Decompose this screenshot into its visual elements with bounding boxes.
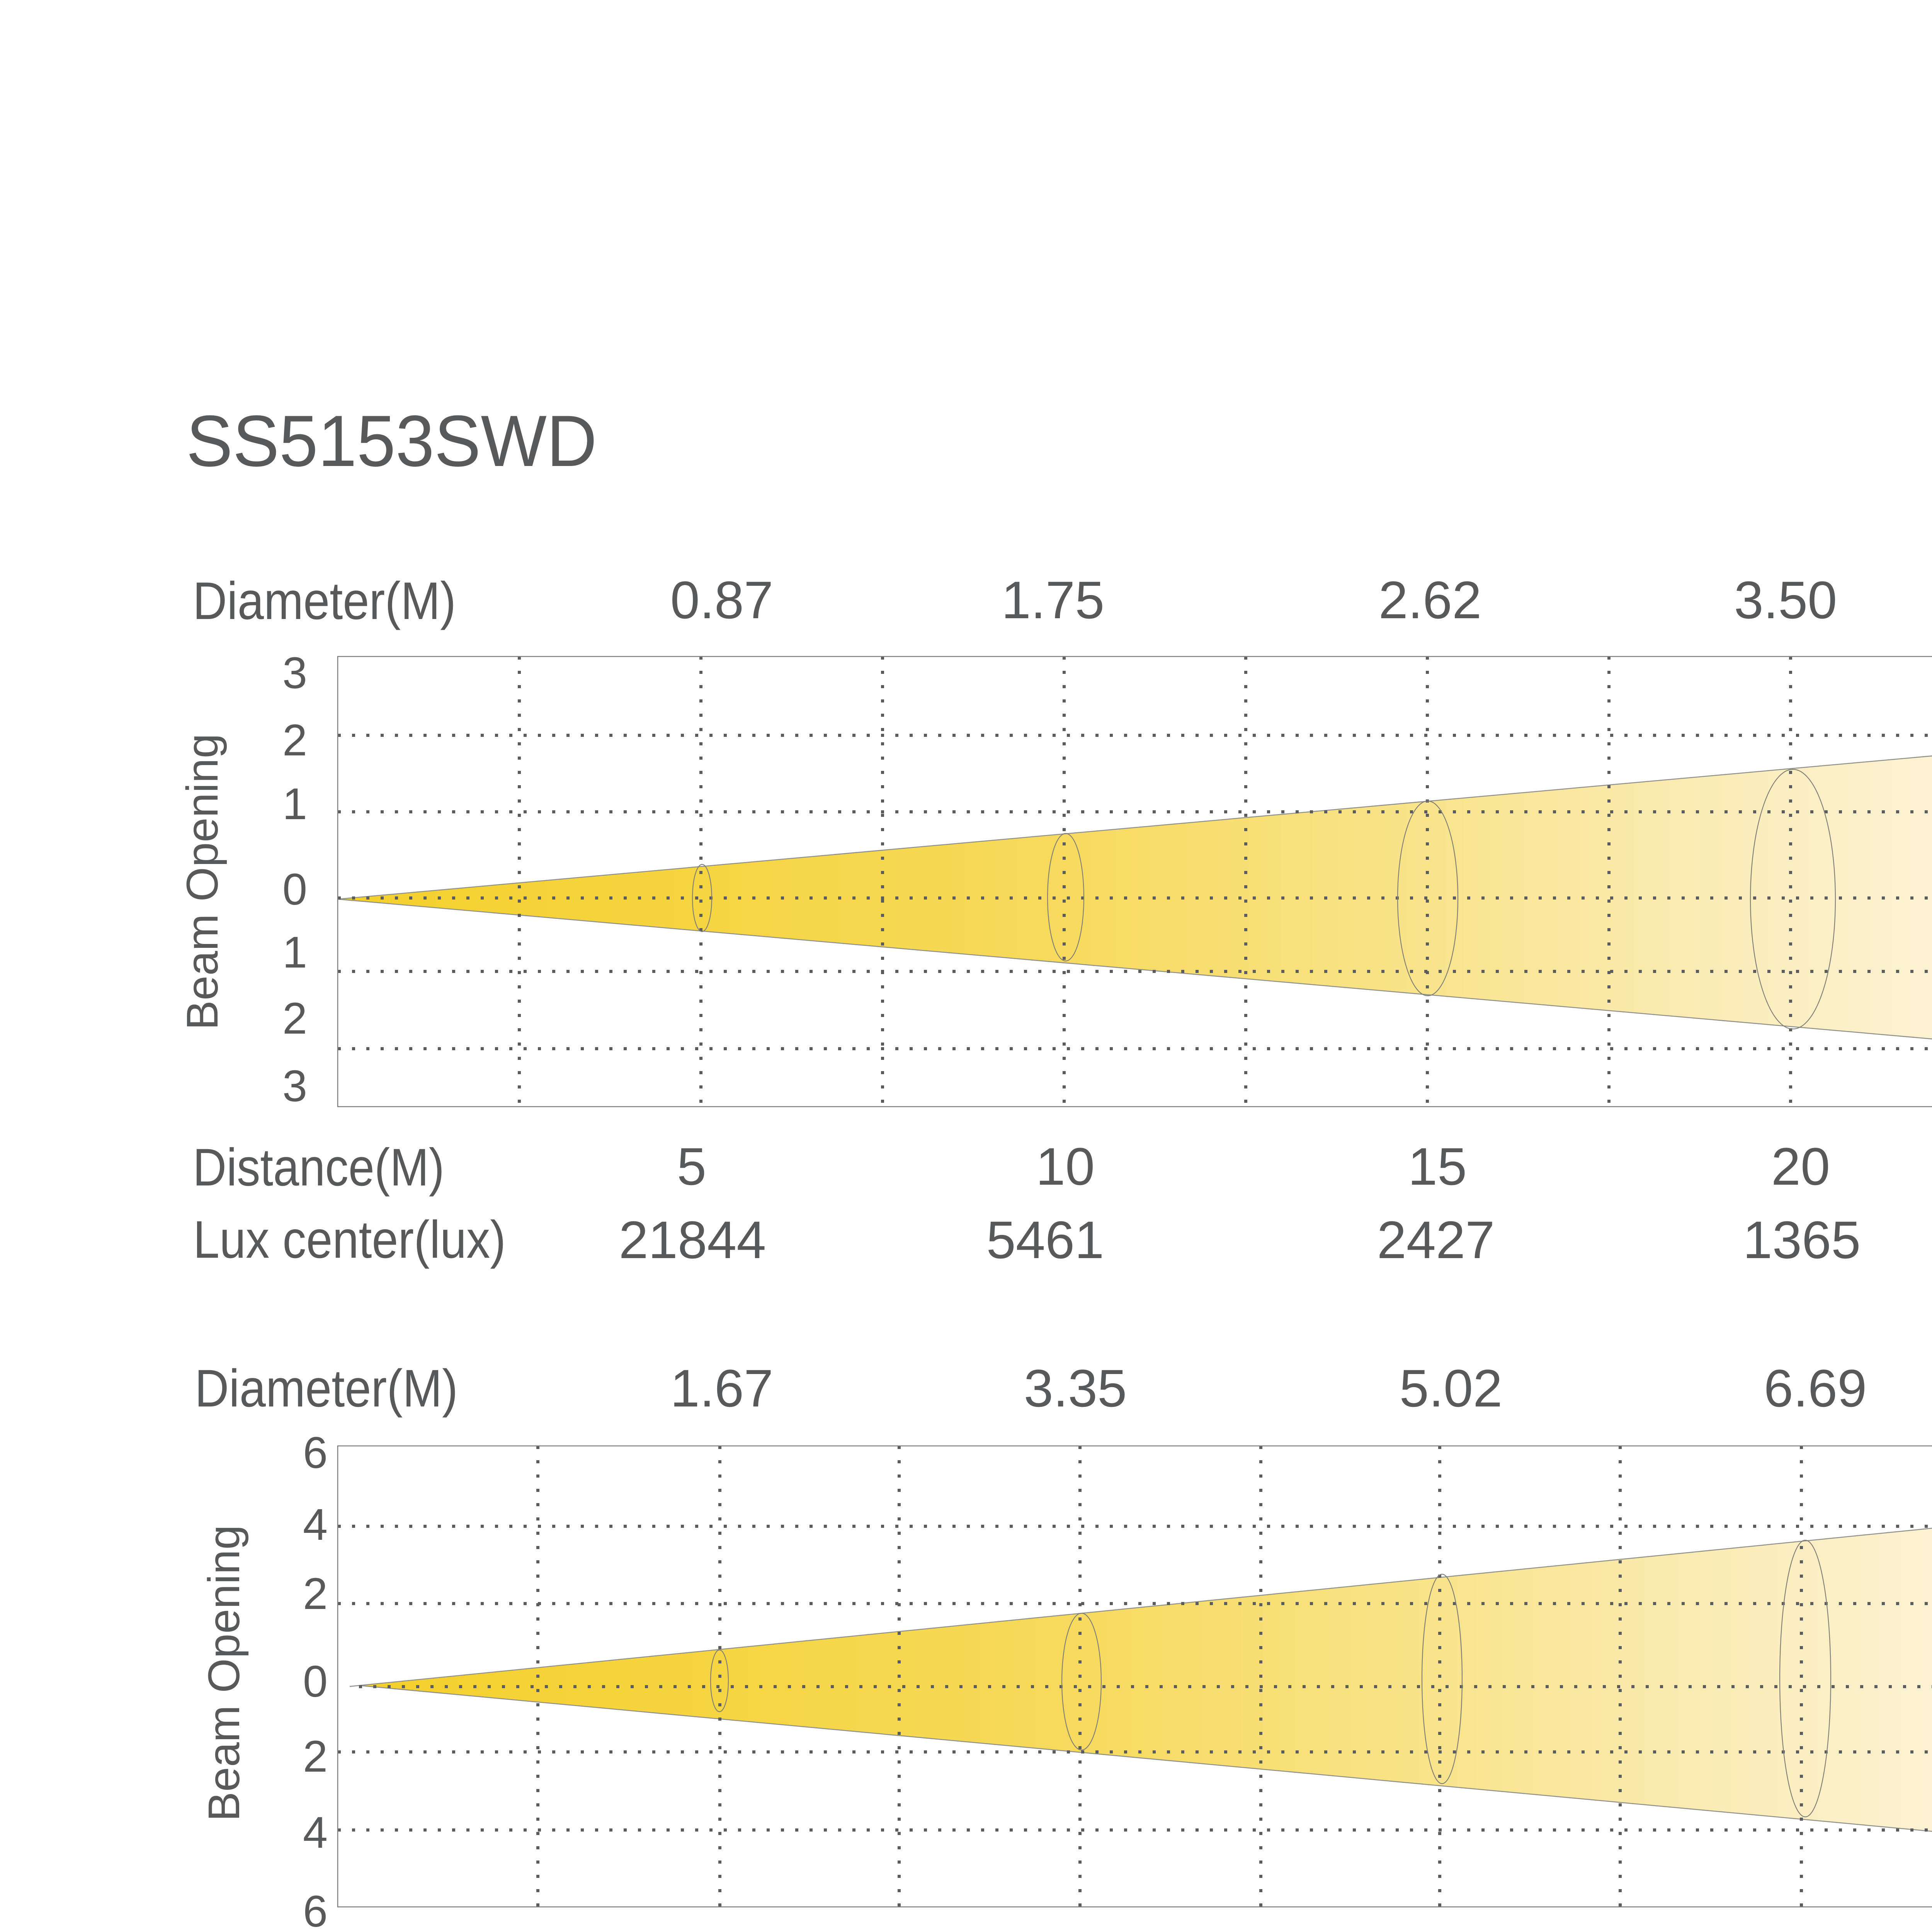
svg-text:0: 0 xyxy=(282,865,307,914)
svg-text:20: 20 xyxy=(1771,1137,1830,1196)
svg-text:3.35: 3.35 xyxy=(1024,1359,1127,1418)
svg-text:3: 3 xyxy=(282,648,307,698)
svg-text:3: 3 xyxy=(282,1061,307,1111)
svg-text:10: 10 xyxy=(1036,1137,1095,1196)
svg-text:5: 5 xyxy=(677,1137,706,1196)
svg-text:0: 0 xyxy=(303,1657,328,1706)
svg-text:20: 20 xyxy=(1756,1924,1815,1932)
svg-text:0.87: 0.87 xyxy=(670,571,774,630)
svg-text:1.75: 1.75 xyxy=(1002,571,1105,630)
svg-text:SS5153SWD: SS5153SWD xyxy=(186,400,597,481)
svg-text:3.50: 3.50 xyxy=(1734,571,1837,630)
svg-text:6: 6 xyxy=(303,1428,328,1478)
svg-text:21844: 21844 xyxy=(619,1211,766,1270)
svg-text:5: 5 xyxy=(706,1924,735,1932)
svg-text:2: 2 xyxy=(303,1569,328,1619)
svg-text:15: 15 xyxy=(1410,1924,1468,1932)
svg-text:2: 2 xyxy=(282,994,307,1043)
svg-text:1: 1 xyxy=(282,779,307,829)
svg-text:6.69: 6.69 xyxy=(1764,1359,1867,1418)
svg-text:2427: 2427 xyxy=(1377,1211,1495,1270)
svg-text:10: 10 xyxy=(1054,1924,1113,1932)
svg-text:Diameter(M): Diameter(M) xyxy=(193,571,456,631)
svg-text:Beam Opening: Beam Opening xyxy=(178,733,227,1030)
svg-text:Lux center(lux): Lux center(lux) xyxy=(193,1210,506,1269)
svg-text:Distance(M): Distance(M) xyxy=(193,1138,444,1197)
svg-text:5461: 5461 xyxy=(986,1211,1104,1270)
svg-text:2.62: 2.62 xyxy=(1379,571,1482,630)
svg-text:4: 4 xyxy=(303,1808,328,1857)
svg-text:15: 15 xyxy=(1408,1137,1467,1196)
svg-text:1.67: 1.67 xyxy=(670,1359,774,1418)
svg-text:2: 2 xyxy=(303,1732,328,1781)
svg-text:5.02: 5.02 xyxy=(1400,1359,1503,1418)
svg-text:4: 4 xyxy=(303,1500,328,1549)
svg-text:6: 6 xyxy=(303,1887,328,1932)
svg-text:1365: 1365 xyxy=(1743,1211,1861,1270)
svg-text:1: 1 xyxy=(282,928,307,977)
svg-text:Diameter(M): Diameter(M) xyxy=(195,1359,458,1418)
svg-text:2: 2 xyxy=(282,716,307,765)
svg-text:Distance(M): Distance(M) xyxy=(193,1924,444,1932)
svg-text:Beam Opening: Beam Opening xyxy=(199,1525,249,1821)
